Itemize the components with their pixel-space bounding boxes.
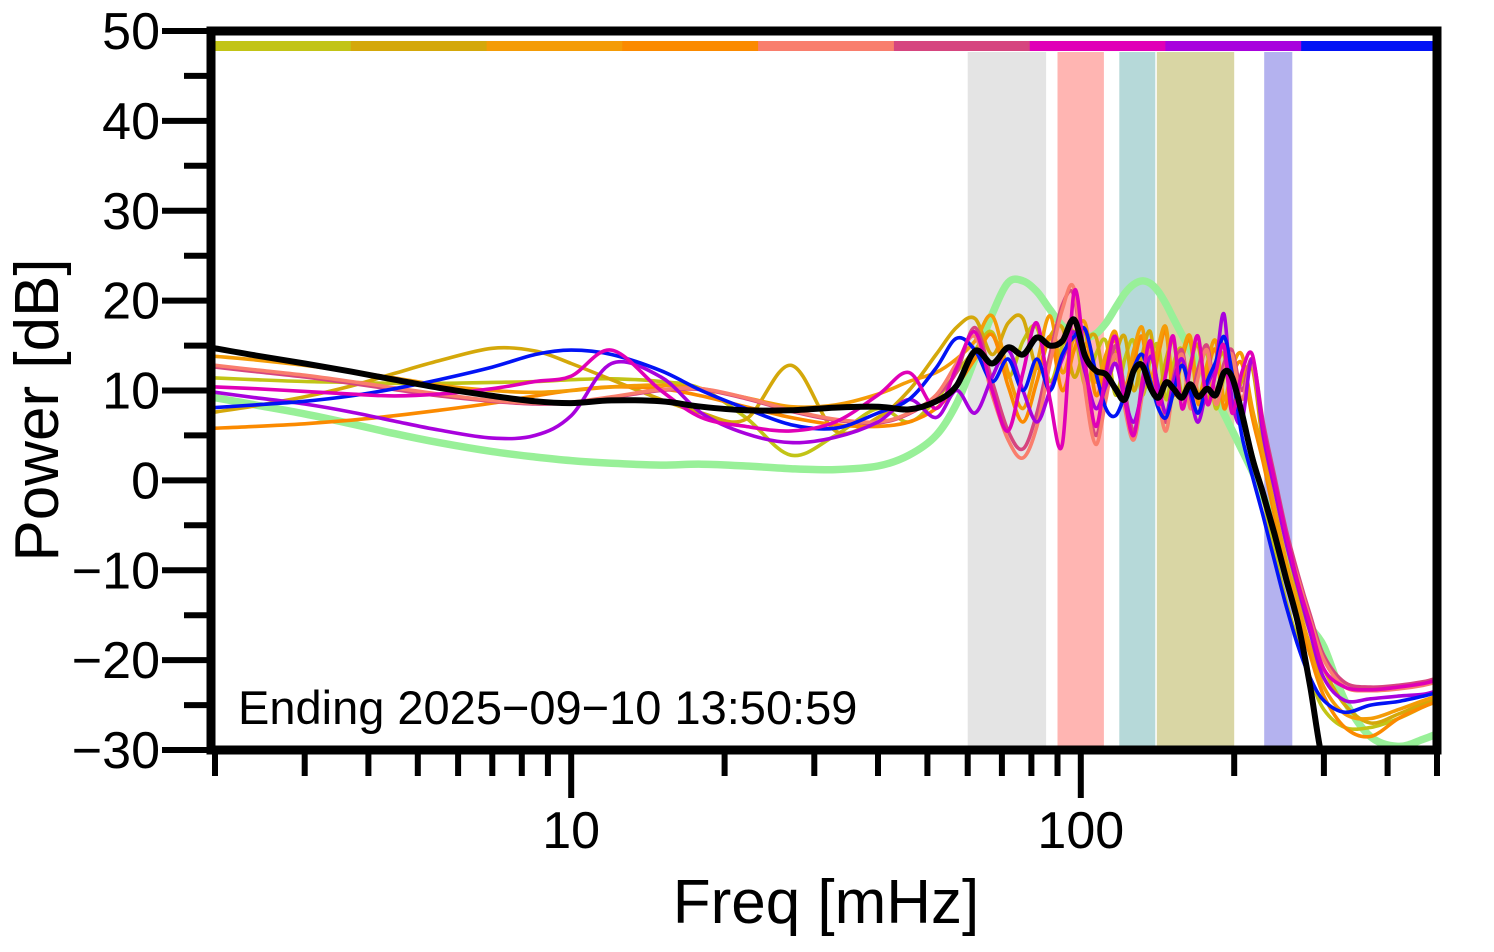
curve-magenta xyxy=(215,287,1437,692)
band-pink xyxy=(1057,52,1104,746)
plot-box xyxy=(206,26,1442,755)
y-tick-label: 40 xyxy=(102,93,160,151)
ending-annotation: Ending 2025−09−10 13:50:59 xyxy=(238,681,858,734)
colorbar-segment-1 xyxy=(215,41,352,51)
spectra-curves xyxy=(215,275,1437,750)
y-tick-label: −30 xyxy=(72,722,160,780)
y-tick-label: 0 xyxy=(131,452,160,510)
band-gray xyxy=(967,52,1047,746)
colorbar-segment-6 xyxy=(893,41,1031,51)
colorbar-segment-9 xyxy=(1301,41,1438,51)
frequency-bands xyxy=(967,52,1293,746)
curve-black-mean xyxy=(215,316,1324,750)
band-periwinkle xyxy=(1264,52,1293,746)
y-tick-label: −10 xyxy=(72,542,160,600)
y-tick-label: 20 xyxy=(102,273,160,331)
x-tick-label: 10 xyxy=(542,802,600,860)
curve-crimson xyxy=(215,288,1437,689)
y-tick-label: 10 xyxy=(102,363,160,421)
y-tick-label: 30 xyxy=(102,183,160,241)
colorbar-segment-4 xyxy=(622,41,759,51)
colorbar-segment-2 xyxy=(350,41,488,51)
x-tick-label: 100 xyxy=(1037,802,1124,860)
colorbar-segment-7 xyxy=(1029,41,1167,51)
colorbar-segment-5 xyxy=(758,41,895,51)
curve-pale-green xyxy=(215,275,1437,750)
x-axis-label: Freq [mHz] xyxy=(672,868,980,937)
curve-yellow-green xyxy=(215,323,1437,732)
y-tick-label: 50 xyxy=(102,3,160,61)
colorbar-segment-3 xyxy=(486,41,623,51)
colorbar-segment-8 xyxy=(1165,41,1302,51)
y-tick-label: −20 xyxy=(72,632,160,690)
top-colorbar xyxy=(215,41,1438,51)
y-axis-label: Power [dB] xyxy=(3,258,72,562)
axis-ticks xyxy=(162,28,1440,798)
